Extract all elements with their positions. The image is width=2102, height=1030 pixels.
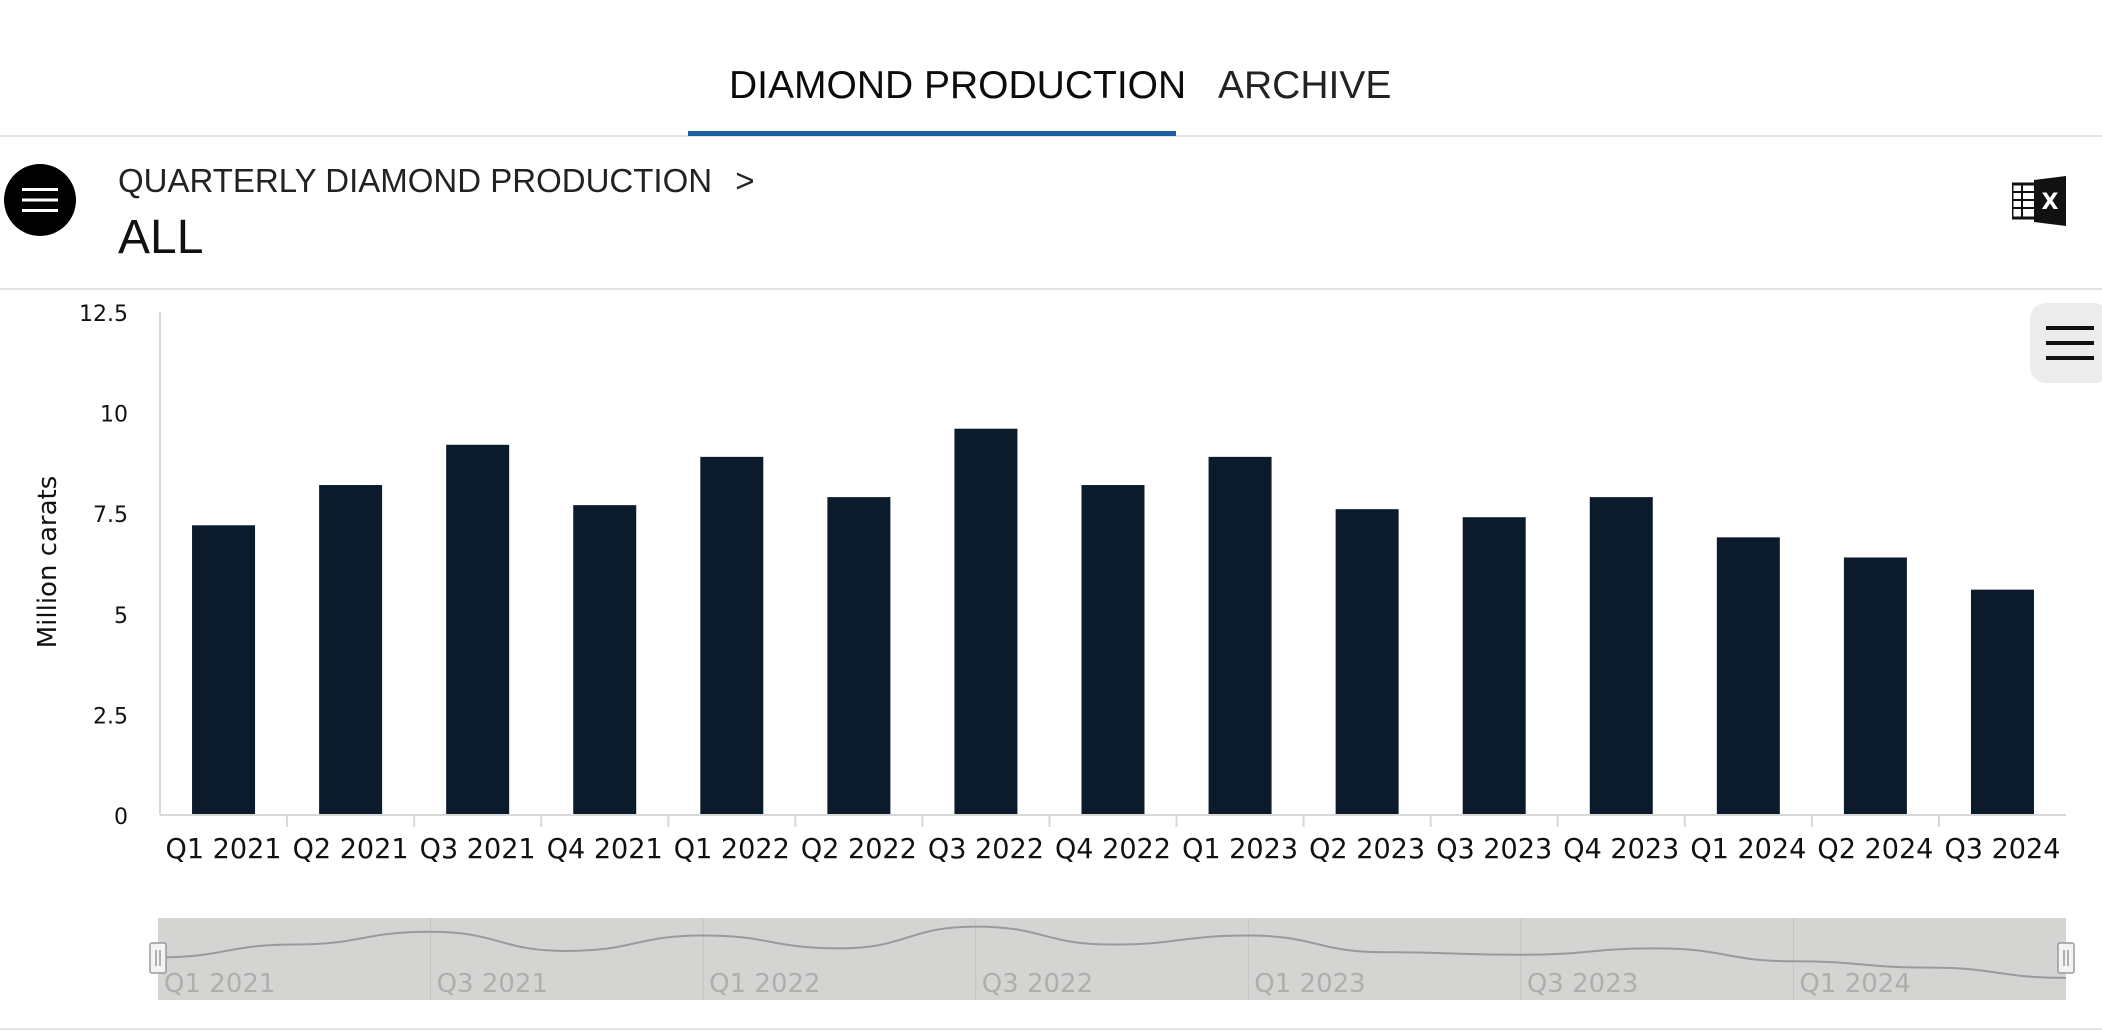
tab-diamond-production[interactable]: DIAMOND PRODUCTION bbox=[729, 64, 1187, 107]
bar[interactable] bbox=[1462, 517, 1526, 815]
x-tick-label: Q1 2021 bbox=[166, 832, 282, 865]
page-title: ALL bbox=[118, 211, 204, 264]
navigator-series-line bbox=[157, 925, 2067, 979]
x-tick-label: Q2 2022 bbox=[801, 832, 917, 865]
bar[interactable] bbox=[319, 485, 383, 815]
navigator-handle-left[interactable] bbox=[149, 942, 167, 974]
bars bbox=[192, 428, 2034, 815]
x-tick-label: Q3 2024 bbox=[1944, 832, 2060, 865]
x-axis: Q1 2021 Q2 2021 Q3 2021 Q4 2021 Q1 2022 Q2 20… bbox=[160, 814, 2066, 865]
navigator-label: Q3 2021 bbox=[437, 969, 548, 999]
x-tick-label: Q2 2024 bbox=[1817, 832, 1933, 865]
chart-menu-button[interactable] bbox=[2030, 303, 2102, 383]
bar[interactable] bbox=[954, 428, 1018, 815]
y-axis-title: Million carats bbox=[33, 476, 63, 649]
navigator-label: Q1 2023 bbox=[1254, 969, 1365, 999]
tab-bar: DIAMOND PRODUCTION ARCHIVE bbox=[0, 0, 2102, 137]
bar[interactable] bbox=[1970, 589, 2034, 815]
navigator-label: Q1 2022 bbox=[709, 969, 820, 999]
y-tick-label: 2.5 bbox=[93, 704, 128, 729]
breadcrumb-section[interactable]: QUARTERLY DIAMOND PRODUCTION bbox=[118, 162, 713, 199]
active-tab-indicator bbox=[688, 131, 1176, 136]
x-tick-label: Q4 2021 bbox=[547, 832, 663, 865]
excel-export-button[interactable]: X bbox=[2010, 176, 2066, 226]
breadcrumb: QUARTERLY DIAMOND PRODUCTION > bbox=[118, 162, 755, 200]
bar[interactable] bbox=[573, 505, 637, 815]
y-axis: 0 2.5 5 7.5 10 12.5 bbox=[79, 302, 161, 830]
x-tick-label: Q1 2023 bbox=[1182, 832, 1298, 865]
tab-archive[interactable]: ARCHIVE bbox=[1218, 64, 1392, 107]
x-tick-label: Q4 2022 bbox=[1055, 832, 1171, 865]
bar[interactable] bbox=[827, 497, 891, 815]
x-tick-label: Q3 2023 bbox=[1436, 832, 1552, 865]
x-tick-label: Q2 2023 bbox=[1309, 832, 1425, 865]
navigator-label: Q1 2021 bbox=[164, 969, 275, 999]
bar-chart: 0 2.5 5 7.5 10 12.5 Million carats Q1 2021 Q2 … bbox=[33, 302, 2075, 1000]
bar[interactable] bbox=[192, 525, 256, 815]
x-tick-label: Q2 2021 bbox=[293, 832, 409, 865]
excel-export-icon: X bbox=[2010, 176, 2066, 226]
bar[interactable] bbox=[1081, 485, 1145, 815]
bar[interactable] bbox=[700, 456, 764, 815]
range-navigator[interactable]: Q1 2021 Q3 2021 Q1 2022 Q3 2022 Q1 2023 Q3 20… bbox=[149, 918, 2075, 1000]
bar[interactable] bbox=[1589, 497, 1653, 815]
menu-icon bbox=[22, 188, 58, 212]
y-tick-label: 12.5 bbox=[79, 302, 128, 327]
x-tick-label: Q1 2022 bbox=[674, 832, 790, 865]
bar[interactable] bbox=[1843, 557, 1907, 815]
y-tick-label: 5 bbox=[114, 604, 128, 629]
chart-menu-icon bbox=[2046, 326, 2094, 360]
bar[interactable] bbox=[446, 444, 510, 815]
navigator-handle-right[interactable] bbox=[2057, 942, 2075, 974]
bar[interactable] bbox=[1208, 456, 1272, 815]
y-tick-label: 10 bbox=[100, 403, 128, 428]
navigator-label: Q1 2024 bbox=[1799, 969, 1910, 999]
breadcrumb-separator: > bbox=[735, 162, 755, 199]
x-tick-label: Q3 2021 bbox=[420, 832, 536, 865]
svg-text:X: X bbox=[2042, 190, 2059, 215]
bar[interactable] bbox=[1335, 509, 1399, 815]
x-tick-label: Q3 2022 bbox=[928, 832, 1044, 865]
y-tick-label: 0 bbox=[114, 805, 128, 830]
navigator-label: Q3 2022 bbox=[982, 969, 1093, 999]
navigator-label: Q3 2023 bbox=[1527, 969, 1638, 999]
y-tick-label: 7.5 bbox=[93, 503, 128, 528]
main-menu-button[interactable] bbox=[4, 164, 76, 236]
header-divider bbox=[0, 288, 2102, 290]
x-tick-label: Q1 2024 bbox=[1690, 832, 1806, 865]
x-tick-label: Q4 2023 bbox=[1563, 832, 1679, 865]
bar[interactable] bbox=[1716, 537, 1780, 815]
